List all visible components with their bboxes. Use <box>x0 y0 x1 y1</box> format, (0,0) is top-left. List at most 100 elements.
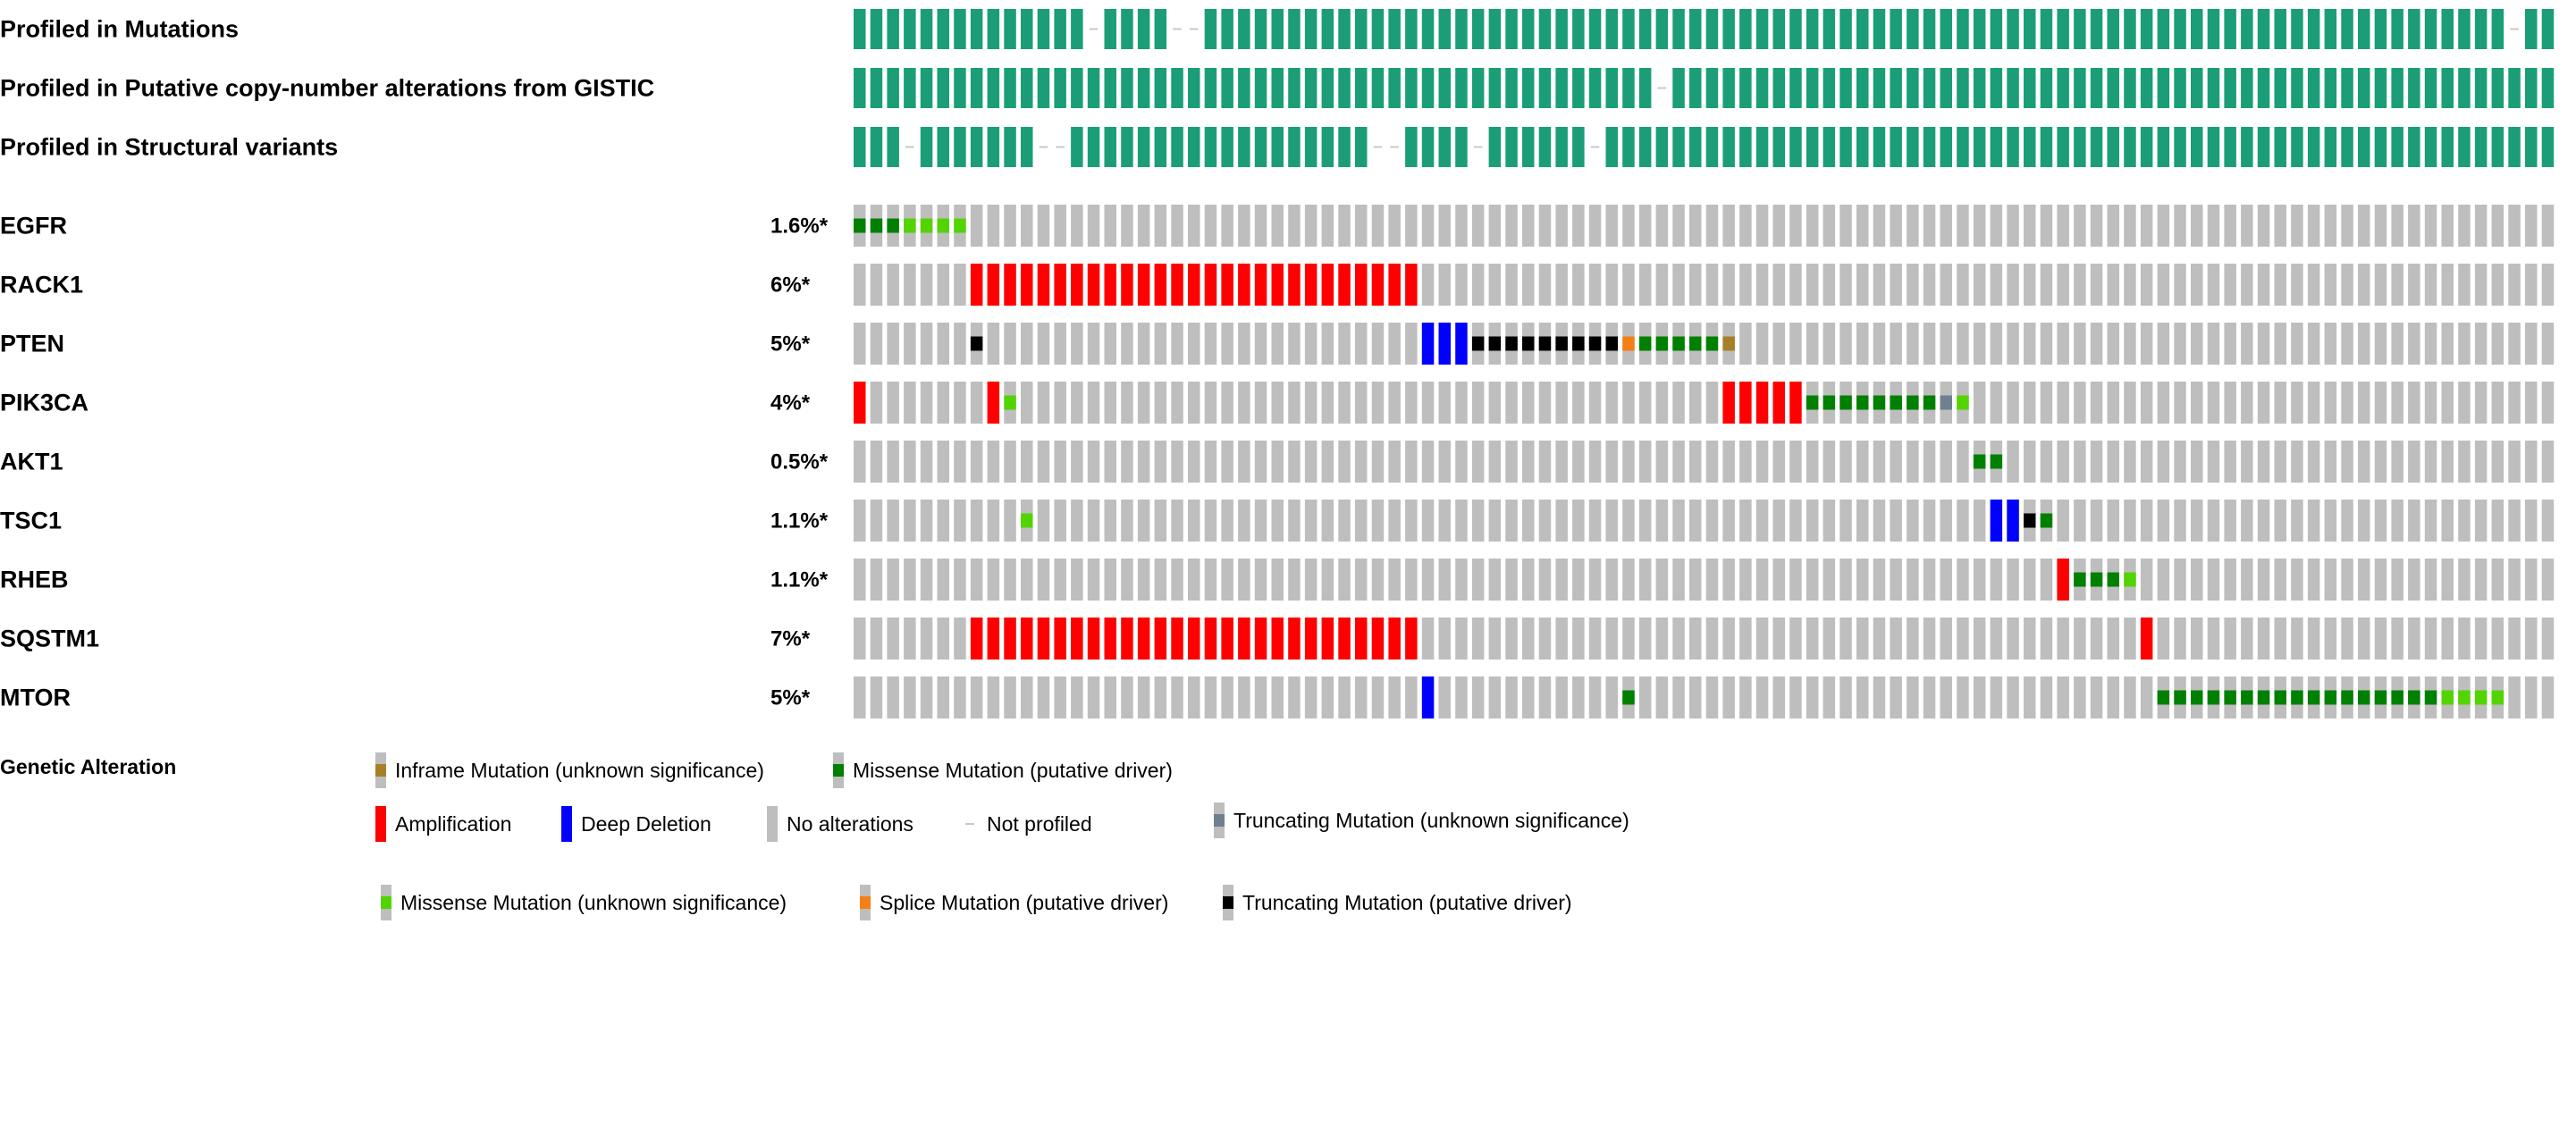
profiled-cell <box>2241 9 2253 49</box>
no-alteration-cell <box>2007 264 2019 306</box>
no-alteration-cell <box>1755 205 1769 247</box>
no-alteration-cell <box>1705 559 1719 601</box>
amplification-cell <box>1071 264 1083 306</box>
no-alteration-cell <box>854 500 866 542</box>
no-alteration-cell <box>1705 500 1719 542</box>
no-alteration-cell <box>2291 441 2303 483</box>
no-alteration-cell <box>1037 323 1050 365</box>
no-alteration-cell <box>1304 676 1317 718</box>
no-alteration-cell <box>2241 264 2253 306</box>
profiled-cell <box>954 9 966 49</box>
no-alteration-cell <box>1705 264 1719 306</box>
profiled-cell <box>1973 127 1986 167</box>
no-alteration-cell <box>1655 264 1669 306</box>
profiled-cell <box>2124 68 2136 108</box>
profiled-cell <box>1890 127 1902 167</box>
no-alteration-cell <box>1572 500 1585 542</box>
no-alteration-cell <box>1755 441 1769 483</box>
no-alteration-cell <box>2358 618 2370 660</box>
no-alteration-cell <box>1471 382 1485 424</box>
amplification-cell <box>987 382 1000 424</box>
no-alteration-cell <box>1538 382 1552 424</box>
profiled-cell <box>2124 127 2136 167</box>
profiled-cell <box>1622 68 1635 108</box>
no-alteration-cell <box>1004 500 1016 542</box>
gene-label: AKT1 <box>0 449 63 475</box>
no-alteration-cell <box>1388 323 1401 365</box>
profiled-cell <box>887 68 899 108</box>
no-alteration-cell <box>1171 382 1183 424</box>
missense-driver-mutation-mark <box>1622 690 1635 705</box>
no-alteration-cell <box>1957 441 1969 483</box>
no-alteration-cell <box>1605 205 1618 247</box>
no-alteration-cell <box>1907 264 1919 306</box>
profiled-cell <box>1188 68 1200 108</box>
no-alteration-cell <box>1338 323 1351 365</box>
profiled-cell <box>1071 127 1083 167</box>
missense-unknown-mutation-mark <box>904 218 916 233</box>
legend-item-inframe-unknown: Inframe Mutation (unknown significance) <box>375 752 764 788</box>
no-alteration-cell <box>2257 500 2270 542</box>
no-alteration-cell <box>2040 676 2053 718</box>
no-alteration-cell <box>2324 618 2337 660</box>
profiled-cell <box>1739 127 1752 167</box>
no-alteration-cell <box>1522 559 1535 601</box>
no-alteration-cell <box>1188 676 1200 718</box>
profiled-cell <box>1121 9 1133 49</box>
profiled-cell <box>1638 127 1652 167</box>
no-alteration-cell <box>1755 264 1769 306</box>
missense-driver-mutation-mark <box>2374 690 2387 705</box>
no-alteration-cell <box>1421 205 1435 247</box>
no-alteration-cell <box>2374 618 2387 660</box>
amplification-cell <box>1338 264 1351 306</box>
gene-label: EGFR <box>0 213 67 239</box>
no-alteration-cell <box>1873 676 1886 718</box>
no-alteration-cell <box>1087 676 1100 718</box>
no-alteration-cell <box>2257 205 2270 247</box>
profiled-cell <box>2057 68 2069 108</box>
not-profiled-cell <box>1590 146 1600 148</box>
missense-driver-mutation-mark <box>2040 513 2053 528</box>
no-alteration-cell <box>1488 205 1502 247</box>
no-alteration-cell <box>1839 559 1852 601</box>
no-alteration-cell <box>2491 323 2504 365</box>
profiled-cell <box>1890 9 1902 49</box>
no-alteration-cell <box>2424 382 2437 424</box>
no-alteration-cell <box>2024 205 2036 247</box>
no-alteration-cell <box>2224 618 2236 660</box>
no-alteration-cell <box>2257 382 2270 424</box>
no-alteration-cell <box>2174 500 2186 542</box>
gene-label: PTEN <box>0 331 64 357</box>
no-alteration-cell <box>1188 323 1200 365</box>
no-alteration-cell <box>2341 264 2353 306</box>
no-alteration-cell <box>1137 205 1150 247</box>
profiled-cell <box>970 127 983 167</box>
no-alteration-cell <box>1605 441 1618 483</box>
no-alteration-cell <box>2007 205 2019 247</box>
profiled-cell <box>2007 9 2019 49</box>
profiled-cell <box>2491 9 2504 49</box>
profiled-cell <box>1171 68 1183 108</box>
no-alteration-cell <box>2007 382 2019 424</box>
profiled-cell <box>854 9 866 49</box>
profiled-cell <box>1154 68 1167 108</box>
no-alteration-cell <box>1271 205 1284 247</box>
missense-driver-mutation-mark <box>2090 572 2103 587</box>
amplification-cell <box>1304 618 1317 660</box>
deep-deletion-cell <box>1990 500 2003 542</box>
no-alteration-cell <box>1455 205 1468 247</box>
profiled-cell <box>1522 127 1535 167</box>
gene-percent-label: 0.5%* <box>770 450 829 475</box>
no-alteration-cell <box>2291 382 2303 424</box>
profiled-cell <box>1221 9 1233 49</box>
profiled-cell <box>1421 127 1435 167</box>
no-alteration-cell <box>2458 559 2471 601</box>
no-alteration-cell <box>1488 441 1502 483</box>
no-alteration-cell <box>1505 618 1518 660</box>
amplification-cell <box>1304 264 1317 306</box>
no-alteration-cell <box>1588 676 1602 718</box>
profiled-cell <box>1371 9 1385 49</box>
no-alteration-cell <box>2391 382 2403 424</box>
no-alteration-cell <box>1823 323 1836 365</box>
profiled-cell <box>2107 127 2119 167</box>
